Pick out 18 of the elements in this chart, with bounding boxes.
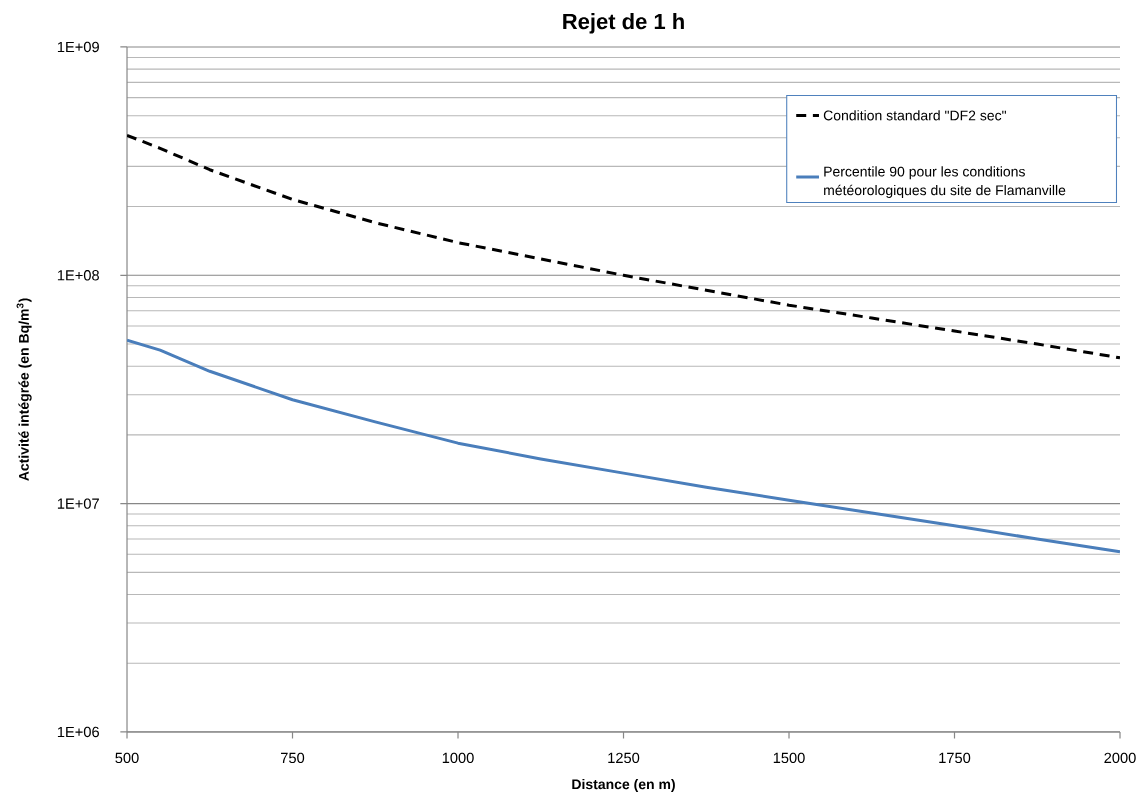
x-tick-label: 2000 — [1104, 752, 1136, 764]
x-tick-label: 1500 — [773, 752, 805, 764]
y-tick-label: 1E+09 — [57, 41, 99, 53]
legend-label: Percentile 90 pour les conditions météorologiques du site de Flamanville — [824, 166, 1066, 198]
x-tick-label: 750 — [281, 752, 305, 764]
y-tick-label: 1E+08 — [57, 270, 99, 281]
y-tick-label: 1E+06 — [57, 726, 99, 738]
y-axis-title: Activité intégrée (en Bq/m$^{3}$) — [16, 298, 32, 481]
x-tick-label: 1750 — [939, 752, 971, 764]
chart-title: Rejet de 1 h — [563, 13, 684, 34]
line-series — [127, 133, 1121, 360]
legend-label: Condition standard "DF2 sec" — [823, 110, 1006, 121]
x-tick-label: 500 — [115, 752, 139, 764]
x-tick-label: 1000 — [442, 752, 474, 764]
line-series — [127, 338, 1121, 554]
y-tick-label: 1E+07 — [57, 498, 99, 509]
x-axis-title: Distance (en m) — [572, 778, 675, 792]
x-tick-label: 1250 — [608, 752, 640, 764]
